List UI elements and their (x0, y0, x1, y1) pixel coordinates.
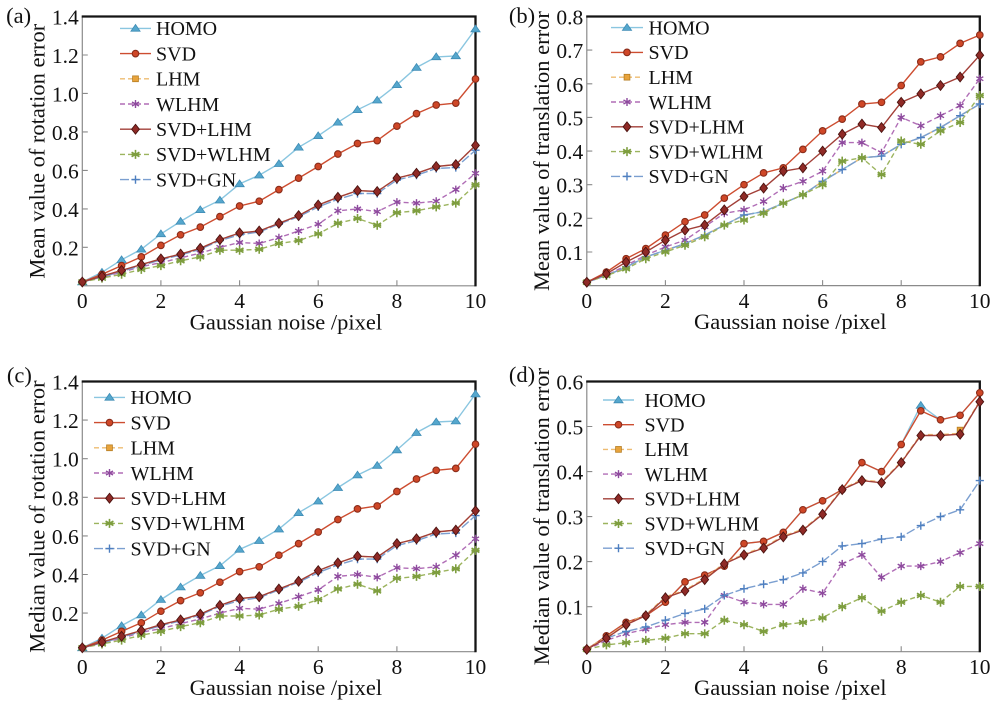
svg-text:0.2: 0.2 (556, 207, 583, 231)
svg-text:Median value of rotation error: Median value of rotation error (24, 380, 49, 653)
svg-text:SVD: SVD (645, 415, 685, 437)
svg-text:2: 2 (156, 655, 167, 679)
svg-text:SVD+LHM: SVD+LHM (156, 119, 252, 141)
svg-text:0.8: 0.8 (52, 121, 79, 145)
svg-text:(a): (a) (6, 3, 31, 28)
svg-text:0: 0 (581, 655, 592, 679)
svg-text:Gaussian noise /pixel: Gaussian noise /pixel (190, 309, 382, 334)
svg-text:1.4: 1.4 (52, 6, 79, 30)
svg-text:SVD+LHM: SVD+LHM (645, 489, 741, 511)
svg-text:10: 10 (969, 289, 991, 313)
svg-text:Mean value of rotation error: Mean value of rotation error (24, 23, 49, 278)
svg-text:WLHM: WLHM (649, 92, 713, 114)
svg-text:10: 10 (969, 655, 991, 679)
svg-text:6: 6 (313, 655, 324, 679)
svg-text:SVD+GN: SVD+GN (645, 538, 725, 560)
svg-text:SVD+LHM: SVD+LHM (649, 117, 745, 139)
svg-text:0.6: 0.6 (52, 159, 79, 183)
svg-text:6: 6 (313, 289, 324, 313)
svg-text:4: 4 (739, 289, 750, 313)
svg-text:0: 0 (77, 655, 88, 679)
svg-text:8: 8 (392, 289, 403, 313)
svg-text:SVD: SVD (156, 43, 196, 65)
svg-text:SVD+WLHM: SVD+WLHM (645, 513, 760, 535)
svg-text:0.1: 0.1 (556, 241, 583, 265)
svg-text:0.6: 0.6 (556, 371, 583, 395)
svg-text:0.4: 0.4 (52, 198, 79, 222)
svg-text:1.2: 1.2 (52, 44, 79, 68)
svg-text:Gaussian noise /pixel: Gaussian noise /pixel (694, 675, 886, 700)
svg-text:0.2: 0.2 (52, 236, 79, 260)
svg-text:LHM: LHM (649, 67, 694, 89)
svg-text:HOMO: HOMO (131, 387, 192, 409)
svg-text:0.3: 0.3 (556, 506, 583, 530)
svg-text:LHM: LHM (645, 439, 690, 461)
svg-text:10: 10 (465, 289, 487, 313)
svg-text:0.3: 0.3 (556, 174, 583, 198)
svg-text:0: 0 (581, 289, 592, 313)
svg-text:0.7: 0.7 (556, 39, 583, 63)
svg-text:(b): (b) (509, 3, 535, 28)
svg-text:0.6: 0.6 (556, 73, 583, 97)
svg-text:4: 4 (234, 655, 245, 679)
svg-text:SVD+GN: SVD+GN (156, 169, 236, 191)
svg-text:0.8: 0.8 (556, 6, 583, 30)
svg-text:0.5: 0.5 (556, 106, 583, 130)
svg-text:SVD+WLHM: SVD+WLHM (649, 141, 764, 163)
svg-text:4: 4 (739, 655, 750, 679)
svg-text:0.4: 0.4 (556, 461, 583, 485)
svg-text:0.2: 0.2 (52, 602, 79, 626)
svg-text:HOMO: HOMO (649, 17, 710, 39)
svg-text:0.1: 0.1 (556, 596, 583, 620)
svg-text:HOMO: HOMO (645, 390, 706, 412)
svg-text:SVD: SVD (131, 412, 171, 434)
svg-text:8: 8 (896, 655, 907, 679)
svg-text:2: 2 (156, 289, 167, 313)
svg-text:1.2: 1.2 (52, 409, 79, 433)
svg-text:0.4: 0.4 (556, 140, 583, 164)
svg-text:2: 2 (660, 289, 671, 313)
svg-text:LHM: LHM (131, 438, 176, 460)
svg-text:2: 2 (660, 655, 671, 679)
svg-text:8: 8 (896, 289, 907, 313)
svg-text:4: 4 (234, 289, 245, 313)
svg-text:8: 8 (392, 655, 403, 679)
svg-text:SVD+WLHM: SVD+WLHM (131, 513, 246, 535)
svg-text:(d): (d) (509, 362, 535, 387)
svg-text:0.2: 0.2 (556, 551, 583, 575)
svg-text:SVD: SVD (649, 42, 689, 64)
svg-text:Mean value of translation erro: Mean value of translation error (529, 11, 554, 291)
svg-text:10: 10 (465, 655, 487, 679)
svg-text:0.8: 0.8 (52, 486, 79, 510)
svg-text:HOMO: HOMO (156, 18, 217, 40)
svg-text:Median value of translation er: Median value of translation error (529, 367, 554, 665)
svg-text:SVD+GN: SVD+GN (649, 166, 729, 188)
svg-text:1.0: 1.0 (52, 82, 79, 106)
svg-text:SVD+LHM: SVD+LHM (131, 488, 227, 510)
svg-text:WLHM: WLHM (645, 464, 709, 486)
svg-text:0.4: 0.4 (52, 564, 79, 588)
svg-text:0.6: 0.6 (52, 525, 79, 549)
svg-text:0: 0 (77, 289, 88, 313)
svg-text:Gaussian noise /pixel: Gaussian noise /pixel (694, 309, 886, 334)
svg-text:SVD+GN: SVD+GN (131, 538, 211, 560)
svg-text:SVD+WLHM: SVD+WLHM (156, 144, 271, 166)
svg-text:1.0: 1.0 (52, 448, 79, 472)
svg-text:0.5: 0.5 (556, 416, 583, 440)
svg-text:LHM: LHM (156, 69, 201, 91)
svg-text:WLHM: WLHM (156, 94, 220, 116)
svg-text:6: 6 (817, 289, 828, 313)
svg-text:Gaussian noise /pixel: Gaussian noise /pixel (190, 675, 382, 700)
svg-text:6: 6 (817, 655, 828, 679)
svg-text:(c): (c) (7, 362, 32, 387)
svg-text:WLHM: WLHM (131, 463, 195, 485)
svg-text:1.4: 1.4 (52, 371, 79, 395)
